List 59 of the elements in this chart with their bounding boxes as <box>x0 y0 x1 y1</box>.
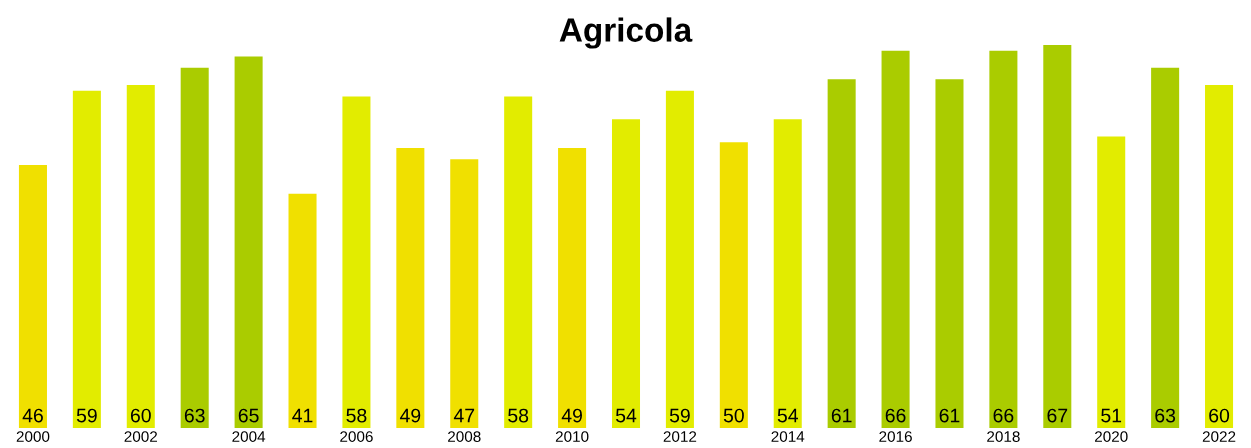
x-tick-label: 2002 <box>124 431 158 442</box>
bar <box>881 50 910 428</box>
chart-title: Agricola <box>559 17 693 49</box>
bar <box>1151 67 1180 428</box>
data-label: 49 <box>399 408 421 423</box>
bar <box>827 79 856 428</box>
data-label: 65 <box>238 408 259 423</box>
data-label: 61 <box>939 408 960 423</box>
bar <box>396 147 425 428</box>
data-label: 61 <box>831 408 852 423</box>
data-label: 63 <box>184 408 205 423</box>
bar <box>504 96 533 428</box>
data-label: 51 <box>1101 408 1122 423</box>
data-label: 60 <box>1209 408 1230 423</box>
x-tick-label: 2000 <box>16 431 50 442</box>
bar <box>234 56 263 428</box>
bar <box>180 67 209 428</box>
bar <box>989 50 1018 428</box>
x-tick-label: 2020 <box>1094 431 1128 442</box>
bar <box>72 90 101 428</box>
bar <box>450 159 479 428</box>
bar <box>611 119 641 428</box>
data-label: 59 <box>669 408 690 423</box>
data-label: 41 <box>292 408 313 423</box>
x-tick-label: 2012 <box>663 431 697 442</box>
x-tick-label: 2010 <box>555 431 589 442</box>
data-label: 58 <box>346 408 367 423</box>
x-tick-label: 2016 <box>879 431 912 442</box>
x-tick-label: 2022 <box>1202 431 1236 442</box>
x-tick-label: 2014 <box>771 431 805 442</box>
data-label: 54 <box>615 408 637 423</box>
bar <box>342 96 371 428</box>
data-label: 60 <box>130 408 151 423</box>
bar <box>558 147 587 428</box>
bar <box>1205 85 1234 428</box>
data-label: 50 <box>723 408 744 423</box>
data-label: 58 <box>508 408 529 423</box>
data-label: 59 <box>76 408 97 423</box>
data-label: 54 <box>777 408 798 423</box>
x-tick-label: 2008 <box>448 431 481 442</box>
bar <box>288 193 317 428</box>
bar <box>773 119 802 428</box>
data-label: 67 <box>1047 408 1068 423</box>
data-label: 66 <box>993 408 1014 423</box>
data-label: 66 <box>885 408 906 423</box>
bar <box>1097 136 1126 428</box>
bar <box>665 90 694 428</box>
data-label: 46 <box>22 408 43 423</box>
bar <box>18 165 47 428</box>
x-tick-label: 2018 <box>987 431 1020 442</box>
bar <box>719 142 748 428</box>
bar <box>1043 45 1072 428</box>
data-label: 47 <box>453 408 475 423</box>
data-label: 63 <box>1155 408 1176 423</box>
x-tick-label: 2006 <box>340 431 373 442</box>
bar <box>126 85 155 428</box>
bar <box>935 79 964 428</box>
data-label: 49 <box>561 408 582 423</box>
x-tick-label: 2004 <box>232 431 266 442</box>
